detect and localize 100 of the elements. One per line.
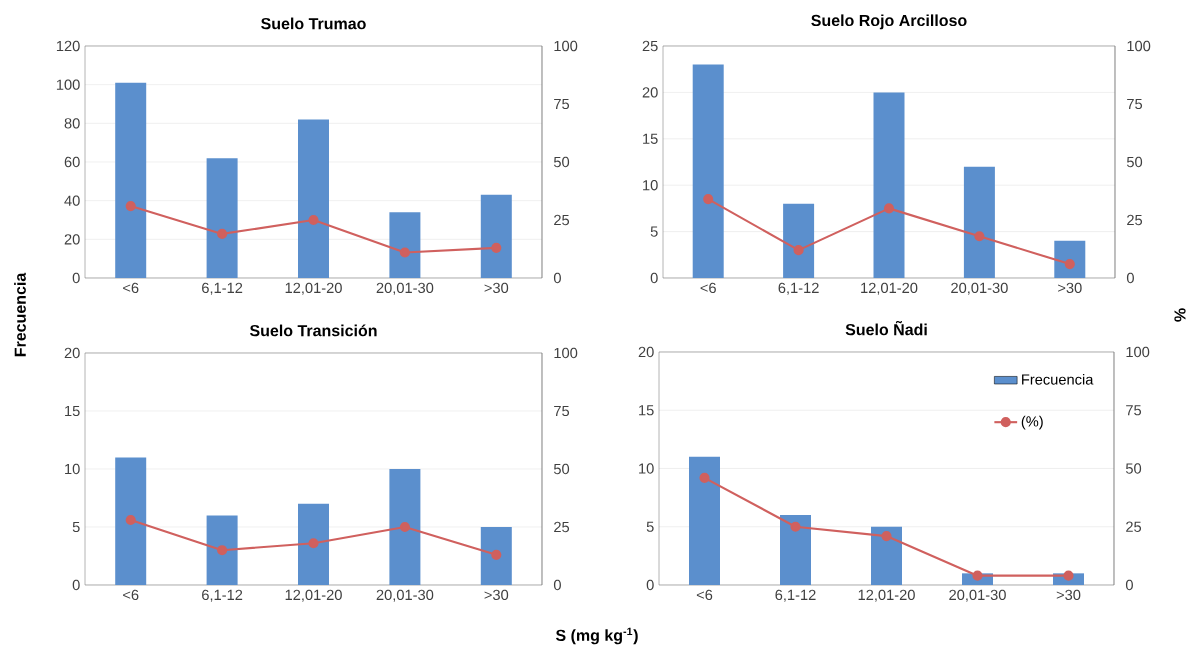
y-tick-label: 80: [64, 118, 80, 129]
y-tick-label: 5: [646, 521, 654, 532]
point: [699, 472, 710, 483]
x-tick-label: 6,1-12: [778, 282, 819, 295]
point: [974, 231, 985, 242]
y-axis-title: Frecuencia: [14, 272, 26, 357]
y2-tick-label: 25: [554, 521, 570, 533]
y2-tick-label: 75: [1127, 98, 1143, 110]
x-tick-label: 20,01-30: [376, 589, 434, 602]
y-tick-label: 40: [64, 195, 80, 206]
point: [217, 228, 228, 239]
y2-tick-label: 100: [554, 347, 578, 359]
y2-axis-title: %: [1174, 308, 1186, 322]
x-tick-label: 6,1-12: [202, 282, 243, 295]
x-axis-title: S (mg kg$^{-1}$): [555, 627, 638, 645]
chart-title: Suelo Ñadi: [845, 320, 927, 336]
x-tick-label: <6: [123, 282, 139, 294]
y2-tick-label: 75: [554, 98, 570, 110]
y2-tick-label: 25: [1127, 214, 1143, 226]
y2-tick-label: 50: [1125, 463, 1142, 474]
x-tick-label: <6: [123, 589, 139, 601]
x-tick-label: >30: [1056, 589, 1081, 601]
y2-tick-label: 100: [1127, 40, 1151, 52]
bar: [873, 92, 905, 278]
y2-tick-label: 0: [553, 579, 561, 591]
y-tick-label: 120: [56, 40, 80, 52]
y-tick-label: 15: [65, 405, 80, 417]
bar: [298, 503, 329, 585]
y2-tick-label: 100: [554, 40, 578, 52]
y2-tick-label: 25: [1126, 521, 1142, 532]
bar: [206, 158, 238, 278]
y-tick-label: 20: [64, 347, 80, 359]
point: [491, 242, 502, 253]
point: [793, 245, 804, 256]
y-tick-label: 15: [639, 405, 654, 416]
y-tick-label: 10: [643, 180, 658, 191]
x-tick-label: >30: [484, 589, 509, 601]
chart-title: Suelo Transición: [249, 324, 377, 337]
bar: [963, 166, 995, 278]
bar: [115, 457, 147, 585]
y-tick-label: 0: [650, 272, 658, 284]
y-tick-label: 5: [72, 521, 80, 533]
bar: [480, 526, 512, 585]
x-tick-label: 6,1-12: [202, 589, 243, 602]
y2-tick-label: 0: [1126, 272, 1134, 284]
bar: [206, 515, 238, 585]
point: [491, 549, 502, 560]
bar: [871, 526, 902, 585]
chart-title: Suelo Rojo Arcilloso: [811, 14, 967, 30]
y-tick-label: 10: [639, 463, 654, 474]
point: [125, 514, 136, 526]
y-tick-label: 25: [642, 40, 658, 52]
bar: [480, 194, 512, 278]
point: [790, 521, 801, 532]
y2-tick-label: 0: [553, 272, 561, 284]
y2-tick-label: 75: [554, 405, 570, 417]
y2-tick-label: 50: [1126, 156, 1143, 168]
x-tick-label: <6: [700, 282, 716, 294]
point: [217, 545, 228, 556]
x-tick-label: 6,1-12: [775, 589, 816, 602]
point: [125, 201, 136, 212]
x-tick-label: 12,01-20: [285, 282, 342, 295]
y-tick-label: 20: [638, 346, 654, 358]
bar: [1054, 240, 1086, 278]
bar: [298, 119, 329, 278]
bar: [783, 203, 815, 278]
bar: [692, 64, 724, 278]
point: [399, 521, 410, 533]
bar: [389, 212, 421, 278]
x-tick-label: <6: [696, 589, 713, 601]
x-tick-label: 12,01-20: [858, 589, 915, 602]
x-tick-label: 20,01-30: [951, 282, 1008, 295]
y-tick-label: 10: [65, 463, 80, 475]
x-tick-label: 12,01-20: [285, 589, 342, 602]
y2-tick-label: 75: [1126, 405, 1142, 416]
y-tick-label: 0: [72, 272, 80, 284]
y-tick-label: 20: [64, 234, 80, 245]
x-tick-label: >30: [1058, 282, 1082, 294]
chart-title: Suelo Trumao: [261, 17, 366, 30]
y2-tick-label: 100: [1126, 346, 1150, 358]
y-tick-label: 20: [642, 87, 658, 98]
legend-label: (%): [1021, 415, 1043, 430]
x-tick-label: 20,01-30: [949, 589, 1006, 602]
y-tick-label: 5: [650, 226, 658, 237]
point: [399, 247, 410, 258]
bar: [389, 468, 421, 585]
y-tick-label: 100: [56, 79, 80, 90]
y-tick-label: 15: [643, 133, 658, 144]
y2-tick-label: 25: [554, 214, 570, 226]
x-tick-label: 12,01-20: [861, 282, 918, 295]
y-tick-label: 0: [72, 579, 80, 591]
legend-label: Frecuencia: [1022, 373, 1094, 385]
bar: [115, 82, 147, 278]
point: [881, 531, 892, 542]
point: [703, 194, 714, 205]
x-tick-label: 20,01-30: [376, 282, 434, 295]
y2-tick-label: 0: [1125, 579, 1133, 591]
point: [308, 214, 319, 226]
bar: [780, 515, 811, 585]
y2-tick-label: 50: [553, 463, 570, 475]
